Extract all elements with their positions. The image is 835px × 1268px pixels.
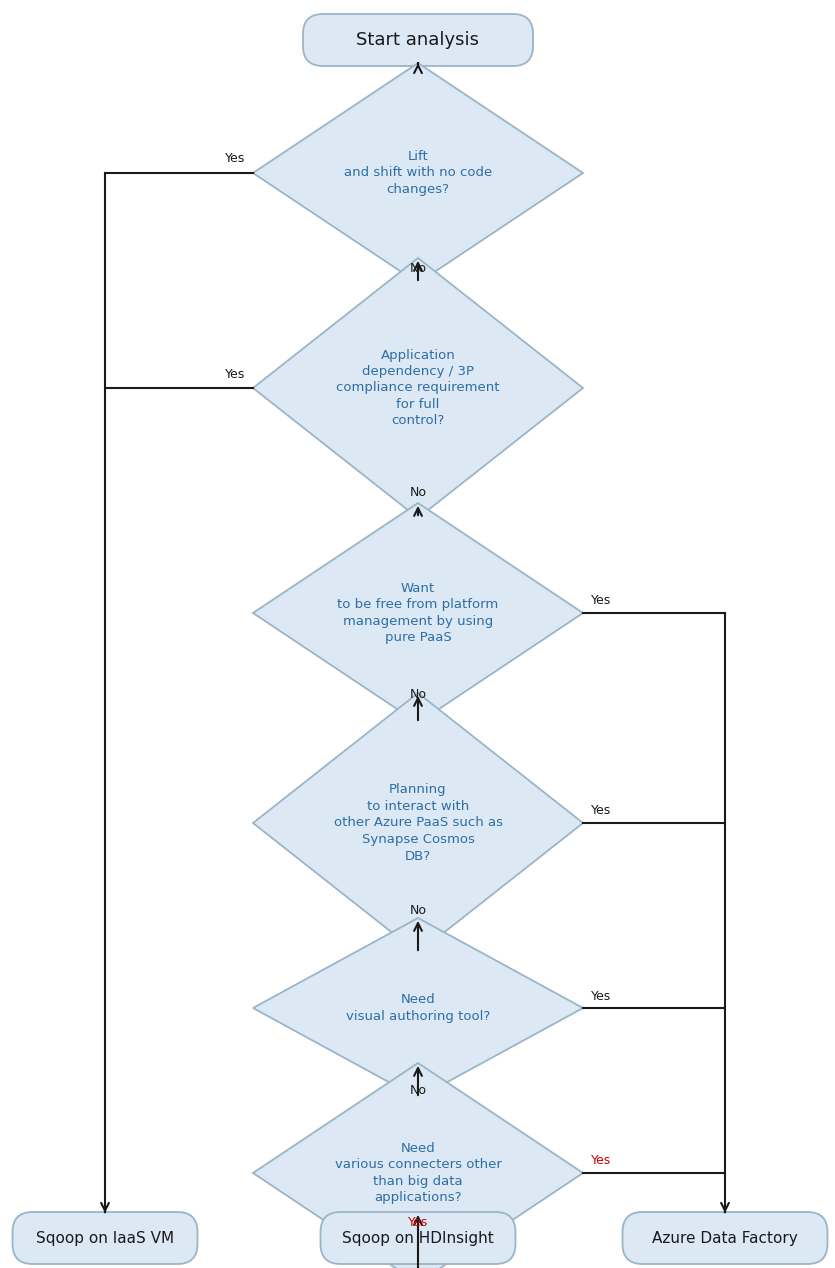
Text: Yes: Yes <box>591 989 611 1003</box>
Text: Yes: Yes <box>407 1216 428 1229</box>
Text: Sqoop on IaaS VM: Sqoop on IaaS VM <box>36 1230 174 1245</box>
FancyBboxPatch shape <box>623 1212 827 1264</box>
FancyBboxPatch shape <box>13 1212 198 1264</box>
FancyBboxPatch shape <box>303 14 533 66</box>
Text: No: No <box>409 1083 427 1097</box>
Text: Lift
and shift with no code
changes?: Lift and shift with no code changes? <box>344 150 492 197</box>
Polygon shape <box>253 918 583 1098</box>
Text: Yes: Yes <box>591 1154 611 1168</box>
Text: Yes: Yes <box>225 152 245 166</box>
Text: Need
visual authoring tool?: Need visual authoring tool? <box>346 993 490 1023</box>
Text: No: No <box>409 904 427 917</box>
FancyBboxPatch shape <box>321 1212 515 1264</box>
Text: Yes: Yes <box>591 804 611 818</box>
Text: Start analysis: Start analysis <box>357 30 479 49</box>
Text: Need
various connecters other
than big data
applications?: Need various connecters other than big d… <box>335 1141 502 1205</box>
Text: Azure Data Factory: Azure Data Factory <box>652 1230 798 1245</box>
Text: No: No <box>409 689 427 701</box>
Text: Want
to be free from platform
management by using
pure PaaS: Want to be free from platform management… <box>337 582 498 644</box>
Polygon shape <box>253 257 583 519</box>
Text: No: No <box>409 487 427 500</box>
Text: No: No <box>409 261 427 274</box>
Text: Sqoop on HDInsight: Sqoop on HDInsight <box>342 1230 493 1245</box>
Polygon shape <box>253 63 583 283</box>
Polygon shape <box>253 694 583 954</box>
Text: Yes: Yes <box>225 368 245 380</box>
Text: Planning
to interact with
other Azure PaaS such as
Synapse Cosmos
DB?: Planning to interact with other Azure Pa… <box>333 784 503 862</box>
Text: Yes: Yes <box>591 595 611 607</box>
Text: Application
dependency / 3P
compliance requirement
for full
control?: Application dependency / 3P compliance r… <box>337 349 500 427</box>
Polygon shape <box>253 503 583 723</box>
Polygon shape <box>253 1063 583 1268</box>
